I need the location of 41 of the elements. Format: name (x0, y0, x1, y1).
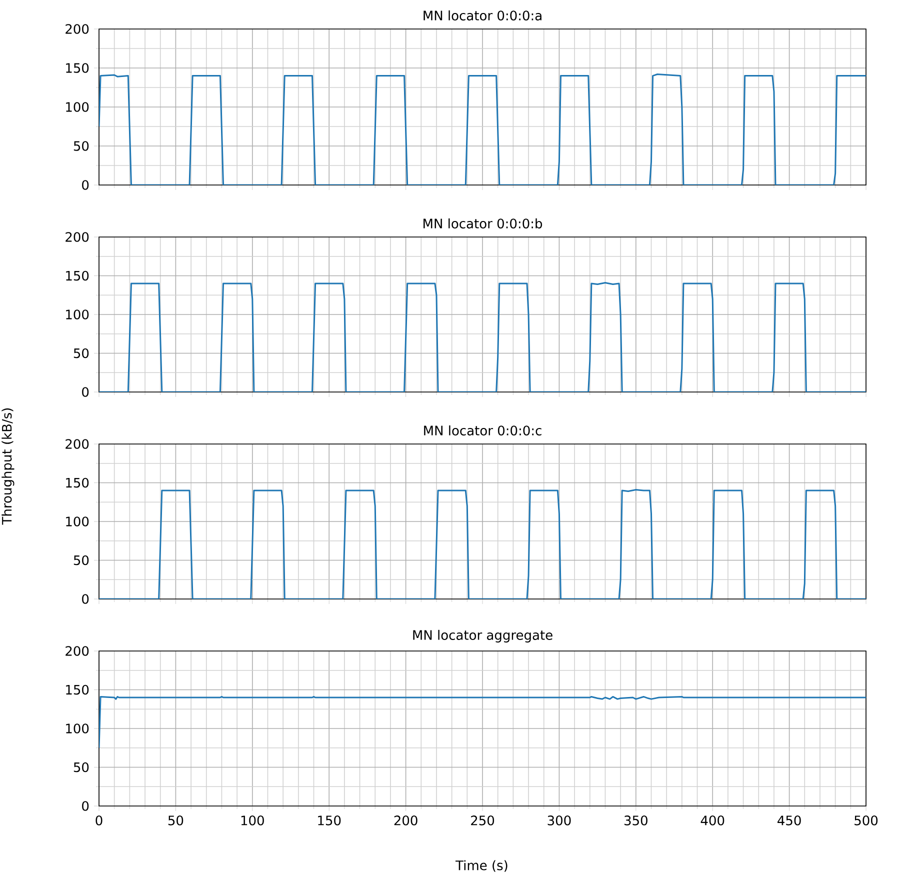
y-tick-label: 200 (66, 232, 89, 242)
x-axis-title: Time (s) (456, 860, 508, 872)
y-tick-label: 0 (82, 180, 89, 190)
y-tick-label: 150 (66, 478, 89, 488)
x-tick-label: 200 (394, 816, 418, 826)
y-axis-title: Throughput (kB/s) (2, 408, 14, 525)
x-tick-label: 300 (548, 816, 571, 826)
y-tick-label: 50 (74, 141, 89, 151)
chart-title: MN locator 0:0:0:b (424, 218, 542, 228)
x-tick-label: 350 (624, 816, 648, 826)
line-series (99, 696, 866, 749)
x-tick-label: 250 (471, 816, 494, 826)
x-tick-label: 150 (318, 816, 341, 826)
x-tick-label: 0 (96, 816, 102, 826)
y-tick-label: 150 (66, 684, 89, 695)
y-tick-label: 100 (66, 102, 89, 112)
y-tick-label: 50 (74, 555, 89, 566)
y-tick-label: 200 (66, 646, 89, 656)
x-tick-label: 100 (241, 816, 264, 826)
y-tick-label: 0 (82, 387, 89, 397)
y-tick-label: 0 (82, 801, 89, 811)
line-series (99, 282, 866, 392)
line-series (99, 488, 866, 599)
y-tick-label: 200 (66, 439, 89, 449)
chart-title: MN locator 0:0:0:c (424, 425, 542, 436)
y-tick-label: 0 (82, 594, 89, 604)
x-tick-label: 400 (700, 816, 724, 826)
y-tick-label: 150 (66, 63, 89, 73)
line-series (99, 73, 866, 185)
y-tick-label: 150 (66, 270, 89, 281)
y-tick-label: 100 (66, 310, 89, 320)
x-tick-label: 450 (778, 816, 801, 826)
y-tick-label: 200 (66, 24, 89, 34)
y-tick-label: 100 (66, 724, 89, 734)
y-tick-label: 50 (74, 762, 89, 772)
chart-title: MN locator 0:0:0:a (424, 10, 542, 20)
x-tick-label: 50 (168, 816, 184, 826)
y-tick-label: 100 (66, 516, 89, 526)
y-tick-label: 50 (74, 348, 89, 358)
chart-title: MN locator aggregate (413, 630, 552, 642)
x-tick-label: 500 (854, 816, 878, 826)
